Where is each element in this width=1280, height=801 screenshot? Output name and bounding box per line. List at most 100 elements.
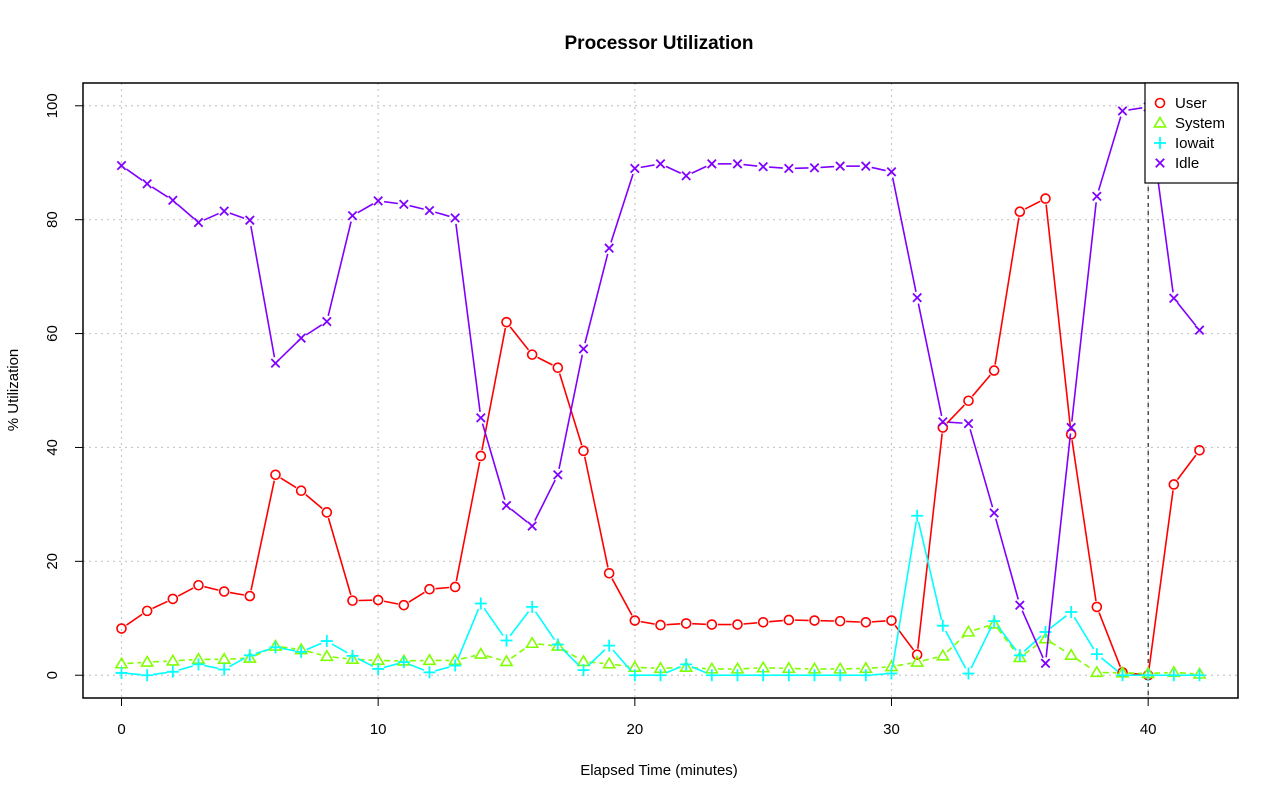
series-segment	[509, 326, 530, 351]
series-segment	[306, 650, 322, 656]
data-point	[1013, 649, 1026, 662]
series-segment	[997, 628, 1017, 654]
series-segment	[408, 591, 425, 603]
series-segment	[946, 404, 965, 424]
data-point	[911, 649, 923, 661]
data-point	[270, 469, 281, 481]
series-segment	[1148, 490, 1174, 670]
series-segment	[538, 643, 552, 647]
data-point	[424, 205, 435, 216]
data-point	[1064, 648, 1079, 661]
data-point	[706, 159, 717, 169]
data-point	[499, 654, 514, 667]
y-tick-label: 60	[44, 325, 61, 342]
series-segment	[151, 186, 169, 198]
series-segment	[743, 621, 758, 625]
grid	[83, 83, 1238, 698]
data-point	[449, 581, 461, 593]
series-segment	[1073, 616, 1095, 650]
data-point	[1142, 669, 1155, 682]
legend-label: Idle	[1175, 155, 1199, 172]
data-point	[500, 634, 513, 647]
series-segment	[871, 166, 886, 172]
data-point	[809, 615, 820, 626]
series-segment	[691, 665, 707, 674]
series-segment	[127, 672, 142, 676]
series-segment	[944, 630, 967, 669]
series-segment	[640, 620, 655, 625]
series-segment	[665, 665, 681, 674]
data-point	[912, 292, 923, 303]
series-segment	[534, 611, 556, 640]
data-point	[372, 594, 384, 606]
data-point	[140, 654, 155, 667]
series-segment	[204, 585, 219, 591]
data-point	[526, 600, 539, 613]
data-point	[270, 358, 281, 369]
series-segment	[204, 664, 219, 670]
series-segment	[666, 623, 681, 626]
data-point	[295, 485, 307, 497]
data-point	[116, 623, 127, 634]
series-segment	[332, 656, 347, 660]
data-point	[1117, 106, 1128, 116]
data-point	[373, 196, 384, 206]
data-point	[886, 615, 897, 626]
data-point	[320, 635, 333, 648]
series-segment	[1097, 116, 1122, 191]
series-segment	[562, 648, 579, 660]
data-point	[782, 669, 795, 682]
data-point	[578, 445, 589, 457]
y-tick-label: 80	[44, 211, 61, 228]
data-point	[450, 213, 461, 223]
series-segment	[610, 173, 634, 243]
series-segment	[230, 657, 244, 660]
data-point	[424, 583, 435, 595]
data-point	[937, 416, 948, 427]
data-point	[834, 615, 846, 627]
series-segment	[152, 600, 168, 610]
series-segment	[587, 649, 606, 667]
y-tick-label: 40	[44, 439, 61, 456]
series-segment	[1024, 641, 1042, 655]
data-point	[423, 666, 436, 679]
data-point	[987, 616, 1002, 629]
series-segment	[177, 587, 194, 597]
series-segment	[948, 421, 963, 424]
data-point	[679, 660, 694, 672]
data-point	[860, 616, 872, 628]
series-segment	[435, 586, 450, 590]
data-point	[192, 658, 205, 671]
series-segment	[970, 626, 993, 669]
data-point	[1167, 669, 1180, 682]
data-point	[654, 669, 667, 682]
series-segment	[871, 620, 886, 623]
series-segment	[229, 591, 245, 596]
data-point	[116, 160, 127, 171]
data-point	[398, 199, 409, 210]
data-point	[1090, 648, 1103, 661]
series-segment	[383, 662, 399, 669]
data-point	[835, 161, 846, 171]
legend-marker	[1155, 158, 1165, 168]
series-segment	[127, 661, 142, 665]
data-point	[1091, 191, 1102, 202]
data-point	[732, 159, 743, 169]
series-segment	[327, 221, 352, 316]
data-point	[1012, 650, 1027, 663]
legend-marker	[1153, 115, 1167, 128]
legend-label: User	[1175, 95, 1207, 112]
series-segment	[486, 655, 501, 661]
series-segment	[946, 635, 965, 653]
series-segment	[1050, 641, 1067, 653]
series-segment	[409, 663, 425, 671]
data-point	[473, 646, 488, 659]
x-axis-label: Elapsed Time (minutes)	[580, 762, 738, 779]
data-point	[347, 595, 358, 606]
data-point	[988, 365, 1000, 376]
data-point	[962, 667, 975, 680]
series-segment	[1071, 440, 1097, 602]
series-segment	[1154, 671, 1168, 675]
series-segment	[281, 647, 296, 652]
series-segment	[1024, 200, 1041, 210]
